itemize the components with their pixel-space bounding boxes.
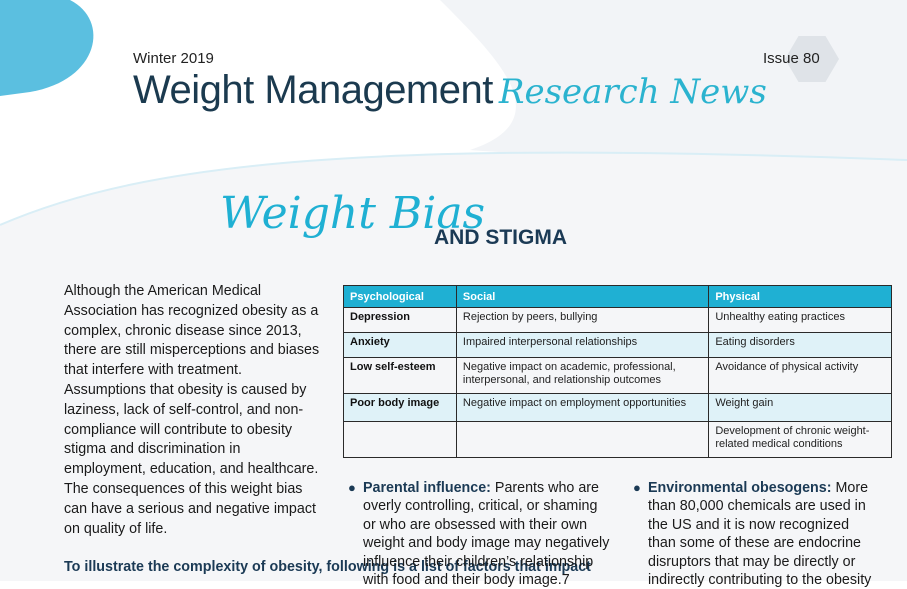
table-cell: Rejection by peers, bullying <box>455 307 710 333</box>
article-bold-intro: To illustrate the complexity of obesity,… <box>64 558 591 578</box>
header-physical: Physical <box>708 285 892 308</box>
header-social: Social <box>455 285 710 308</box>
table-cell <box>343 421 457 458</box>
bullet-heading: Parental influence: <box>363 480 491 496</box>
table-cell: Impaired interpersonal relationships <box>455 332 710 358</box>
bullet-parental-influence: ● Parental influence: Parents who are ov… <box>348 479 613 589</box>
issue-number: Issue 80 <box>763 50 820 67</box>
table-row: Anxiety Impaired interpersonal relations… <box>343 332 892 358</box>
bullet-heading: Environmental obesogens: <box>648 480 832 496</box>
table-cell: Negative impact on employment opportunit… <box>455 393 710 422</box>
masthead-main: Weight Management <box>133 68 493 112</box>
table-cell: Low self-esteem <box>343 357 457 394</box>
table-cell: Anxiety <box>343 332 457 358</box>
bullet-text: Parents who are overly controlling, crit… <box>363 480 610 589</box>
table-header-row: Psychological Social Physical <box>343 285 892 308</box>
table-cell: Development of chronic weight-related me… <box>708 421 892 458</box>
masthead-script: Research News <box>498 72 767 112</box>
bullet-dot-icon: ● <box>633 480 641 495</box>
table-cell: Negative impact on academic, professiona… <box>455 357 710 394</box>
table-row: Poor body image Negative impact on emplo… <box>343 393 892 422</box>
table-cell: Weight gain <box>708 393 892 422</box>
table-cell: Poor body image <box>343 393 457 422</box>
article-title-caps: AND STIGMA <box>434 226 567 249</box>
table-row: Depression Rejection by peers, bullying … <box>343 307 892 333</box>
table-row: Low self-esteem Negative impact on acade… <box>343 357 892 394</box>
table-row: Development of chronic weight-related me… <box>343 421 892 458</box>
table-cell: Eating disorders <box>708 332 892 358</box>
bullet-dot-icon: ● <box>348 480 356 495</box>
header-psychological: Psychological <box>343 285 457 308</box>
season-label: Winter 2019 <box>133 50 214 67</box>
table-cell: Unhealthy eating practices <box>708 307 892 333</box>
article-title-script: Weight Bias <box>220 188 486 239</box>
table-cell <box>455 421 710 458</box>
table-cell: Avoidance of physical activity <box>708 357 892 394</box>
bullet-text: More than 80,000 chemicals are used in t… <box>648 480 872 589</box>
table-cell: Depression <box>343 307 457 333</box>
bullet-environmental-obesogens: ● Environmental obesogens: More than 80,… <box>633 479 880 589</box>
factors-table: Psychological Social Physical Depression… <box>343 285 892 458</box>
article-body: Although the American Medical Associatio… <box>64 283 320 537</box>
masthead: Weight Management Research News <box>133 68 767 113</box>
